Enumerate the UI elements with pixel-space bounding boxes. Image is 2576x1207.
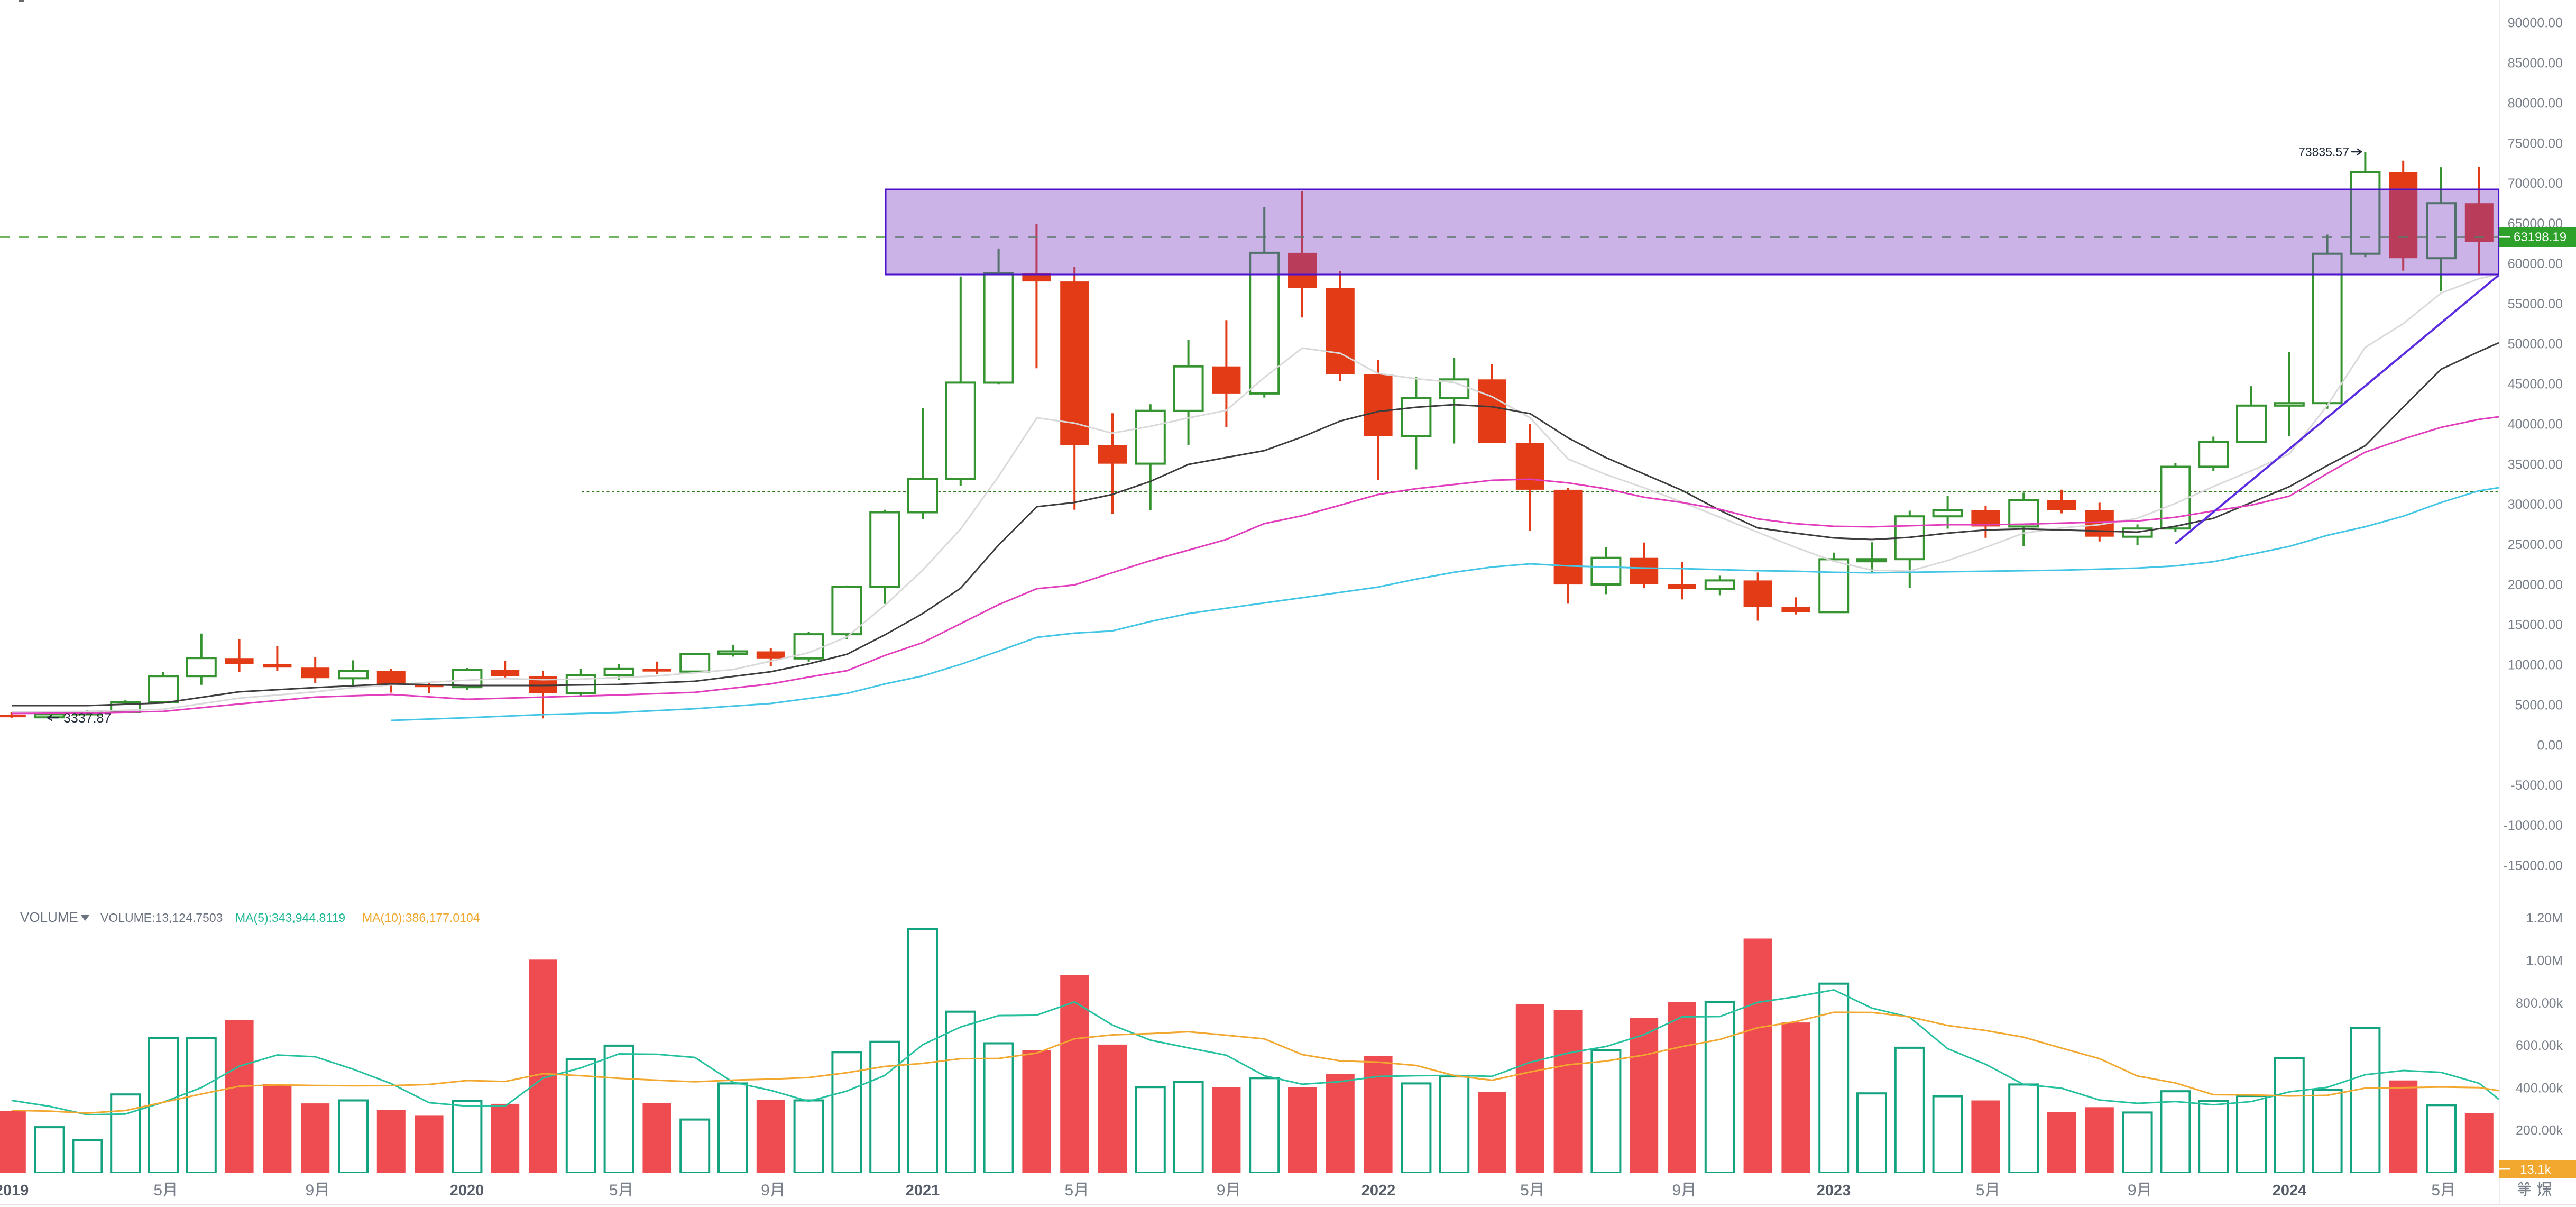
svg-text:1.20M: 1.20M [2526,911,2563,926]
svg-text:200.00k: 200.00k [2516,1123,2563,1138]
svg-text:400.00k: 400.00k [2516,1081,2563,1095]
svg-text:9: 9 [2128,1182,2137,1199]
svg-text:70000.00: 70000.00 [2508,176,2563,191]
svg-text:45000.00: 45000.00 [2508,377,2563,392]
svg-text:VOLUME: VOLUME [20,909,78,925]
svg-text:2024: 2024 [2273,1182,2307,1199]
svg-text:50000.00: 50000.00 [2508,337,2563,352]
svg-text:40000.00: 40000.00 [2508,417,2563,432]
svg-text:800.00k: 800.00k [2516,996,2563,1011]
svg-text:90000.00: 90000.00 [2508,16,2563,31]
svg-text:5: 5 [1520,1182,1529,1199]
svg-text:600.00k: 600.00k [2516,1038,2563,1053]
svg-text:VOLUME:13,124.7503: VOLUME:13,124.7503 [100,911,223,925]
svg-text:9: 9 [306,1182,315,1199]
svg-text:9: 9 [1217,1182,1226,1199]
svg-text:9: 9 [761,1182,770,1199]
svg-text:9: 9 [1672,1182,1681,1199]
svg-text:-5000.00: -5000.00 [2510,778,2563,793]
svg-text:60000.00: 60000.00 [2508,257,2563,271]
svg-text:1.00M: 1.00M [2526,954,2563,968]
svg-text:30000.00: 30000.00 [2508,497,2563,512]
svg-text:5: 5 [609,1182,618,1199]
svg-text:0.00: 0.00 [2537,738,2563,753]
svg-text:3337.87: 3337.87 [63,711,111,726]
svg-text:5: 5 [153,1182,162,1199]
svg-text:55000.00: 55000.00 [2508,297,2563,312]
svg-text:13.1k: 13.1k [2520,1163,2552,1177]
svg-text:80000.00: 80000.00 [2508,96,2563,111]
svg-text:85000.00: 85000.00 [2508,56,2563,71]
svg-text:5000.00: 5000.00 [2515,698,2563,713]
svg-text:5: 5 [1976,1182,1985,1199]
svg-text:10000.00: 10000.00 [2508,658,2563,673]
svg-text:25000.00: 25000.00 [2508,537,2563,552]
svg-text:2021: 2021 [906,1182,940,1199]
svg-text:15000.00: 15000.00 [2508,618,2563,633]
svg-text:20000.00: 20000.00 [2508,578,2563,592]
svg-text:73835.57: 73835.57 [2298,145,2349,159]
svg-text:75000.00: 75000.00 [2508,136,2563,151]
svg-text:5: 5 [1065,1182,1074,1199]
svg-text:5: 5 [2431,1182,2440,1199]
svg-text:2019: 2019 [0,1182,29,1199]
svg-text:-15000.00: -15000.00 [2503,858,2563,873]
svg-text:63198.19: 63198.19 [2514,230,2566,244]
svg-text:-10000.00: -10000.00 [2503,818,2563,833]
svg-text:2023: 2023 [1817,1182,1851,1199]
svg-text:MA(10):386,177.0104: MA(10):386,177.0104 [362,911,480,925]
svg-text:MA(5):343,944.8119: MA(5):343,944.8119 [235,911,345,925]
svg-text:35000.00: 35000.00 [2508,457,2563,472]
svg-text:2020: 2020 [450,1182,484,1199]
svg-text:2022: 2022 [1361,1182,1396,1199]
